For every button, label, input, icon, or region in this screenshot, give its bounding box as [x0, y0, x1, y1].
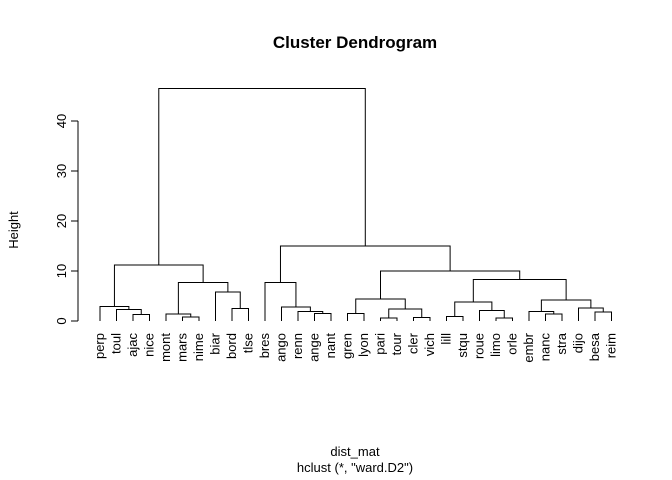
leaf-label: nice	[142, 333, 157, 357]
y-tick-label: 30	[54, 164, 69, 178]
leaf-label: renn	[290, 333, 305, 359]
leaf-label: reim	[604, 333, 619, 358]
leaf-label: tour	[389, 332, 404, 355]
dendrogram-branch	[540, 299, 592, 312]
dendrogram-branch	[495, 317, 513, 321]
dendrogram-branch	[479, 310, 505, 321]
dendrogram-branch	[281, 306, 311, 321]
y-axis-label: Height	[6, 211, 21, 249]
dendrogram-branch	[413, 317, 431, 321]
leaf-label: cler	[406, 332, 421, 354]
leaf-label: lill	[439, 333, 454, 345]
leaf-label: bord	[224, 333, 239, 359]
dendrogram-branch	[132, 314, 150, 321]
dendrogram-branch	[297, 311, 324, 321]
leaf-label: tlse	[241, 333, 256, 353]
leaf-label: stra	[554, 332, 569, 354]
chart-title: Cluster Dendrogram	[273, 33, 437, 52]
y-tick-label: 10	[54, 264, 69, 278]
dendrogram-branch	[182, 316, 200, 321]
y-axis: 0 10 20 30 40	[54, 114, 79, 325]
leaf-label: nime	[191, 333, 206, 361]
leaf-label: perp	[92, 333, 107, 359]
leaf-label: mars	[175, 333, 190, 362]
leaf-label: gren	[340, 333, 355, 359]
leaf-label: bres	[257, 333, 272, 359]
leaf-label: lyon	[356, 333, 371, 357]
dendrogram-branch	[545, 313, 563, 321]
dendrogram-branch	[113, 264, 204, 307]
leaf-label: mont	[158, 333, 173, 362]
dendrogram-branches	[99, 88, 612, 321]
dendrogram-branch	[388, 308, 423, 318]
leaf-label: ajac	[125, 333, 140, 357]
leaf-label: pari	[373, 333, 388, 355]
dendrogram-branch	[446, 316, 464, 321]
y-tick-label: 20	[54, 214, 69, 228]
dendrogram-branch	[380, 317, 398, 321]
dendrogram-branch	[355, 298, 406, 314]
dendrogram-branch	[472, 279, 567, 302]
dendrogram-branch	[528, 311, 555, 321]
leaf-label: toul	[109, 333, 124, 354]
leaf-label: orle	[505, 333, 520, 355]
leaf-label: stqu	[455, 333, 470, 358]
dendrogram-branch	[158, 88, 366, 265]
dendrogram-branch	[594, 311, 612, 321]
dendrogram-branch	[578, 307, 604, 321]
leaf-label: embr	[521, 332, 536, 362]
dendrogram-branch	[454, 301, 493, 317]
y-tick-label: 40	[54, 114, 69, 128]
leaf-label: ango	[274, 333, 289, 362]
dendrogram-branch	[264, 282, 297, 321]
leaf-label: nanc	[538, 333, 553, 362]
dendrogram-branch	[314, 313, 332, 321]
x-axis-subtitle: hclust (*, "ward.D2")	[297, 460, 413, 475]
dendrogram-branch	[99, 306, 130, 321]
dendrogram-branch	[380, 270, 521, 299]
leaf-label: biar	[208, 332, 223, 354]
dendrogram-branch	[231, 308, 249, 321]
dendrogram-branch	[177, 282, 229, 314]
dendrogram-branch	[279, 245, 451, 283]
leaf-label: besa	[587, 332, 602, 361]
leaf-labels: perp toul ajac nice mont mars nime biar bord tlse…	[92, 332, 619, 362]
leaf-label: dijo	[571, 333, 586, 353]
leaf-label: vich	[422, 333, 437, 356]
leaf-label: ange	[307, 333, 322, 362]
dendrogram-branch	[116, 309, 142, 321]
x-axis-label: dist_mat	[330, 444, 380, 459]
leaf-label: limo	[488, 333, 503, 357]
leaf-label: nant	[323, 333, 338, 359]
dendrogram-branch	[215, 291, 241, 321]
y-tick-label: 0	[54, 317, 69, 324]
leaf-label: roue	[472, 333, 487, 359]
dendrogram-branch	[347, 313, 365, 321]
